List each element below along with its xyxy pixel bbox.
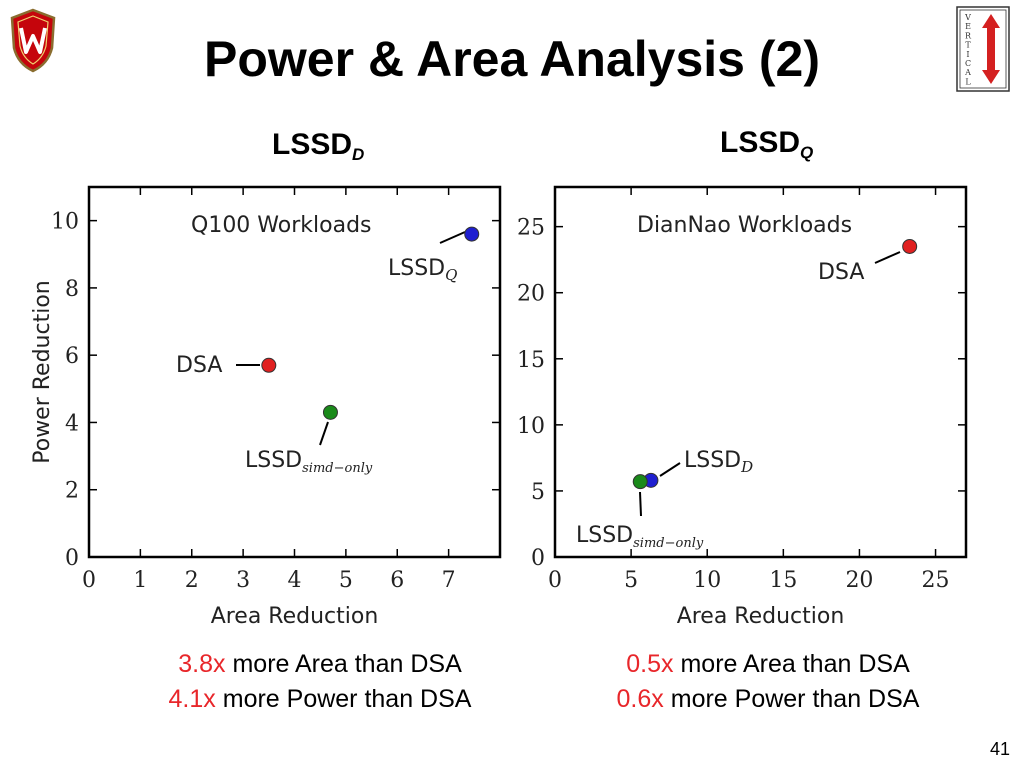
x-axis-label: Area Reduction (211, 604, 379, 629)
data-point (902, 238, 918, 254)
point-label: LSSDsimd−only (576, 523, 704, 551)
vertical-logo-letter: T (965, 41, 971, 50)
right-comparison: 0.5x more Area than DSA 0.6x more Power … (578, 650, 958, 714)
y-tick-label: 25 (517, 216, 545, 241)
x-tick-label: 15 (769, 568, 797, 593)
y-tick-label: 5 (531, 480, 545, 505)
left-comparison-line-1: 3.8x more Area than DSA (178, 650, 462, 678)
data-point (464, 226, 480, 242)
y-tick-label: 15 (517, 348, 545, 373)
x-tick-label: 25 (922, 568, 950, 593)
point-label: LSSDQ (388, 256, 457, 284)
data-point (632, 474, 648, 490)
point-label: LSSDD (684, 448, 753, 476)
y-tick-label: 4 (65, 411, 79, 436)
y-tick-label: 2 (65, 479, 79, 504)
x-axis-label: Area Reduction (677, 604, 845, 629)
x-tick-label: 7 (442, 568, 456, 593)
y-tick-label: 10 (51, 210, 79, 235)
x-tick-label: 6 (390, 568, 404, 593)
x-tick-label: 10 (693, 568, 721, 593)
x-tick-label: 0 (548, 568, 562, 593)
x-tick-label: 4 (288, 568, 302, 593)
x-tick-label: 0 (82, 568, 96, 593)
y-tick-label: 6 (65, 344, 79, 369)
vertical-logo-letter: R (965, 31, 972, 40)
y-tick-label: 8 (65, 277, 79, 302)
vertical-logo-letter: V (964, 13, 971, 22)
point-label: DSA (176, 353, 222, 378)
x-tick-label: 5 (339, 568, 353, 593)
right-comparison-line-1: 0.5x more Area than DSA (626, 650, 910, 678)
x-tick-label: 20 (845, 568, 873, 593)
data-point (322, 404, 338, 420)
right-chart-heading: LSSDQ (720, 126, 814, 162)
annotation-leader (319, 421, 329, 446)
x-tick-label: 2 (185, 568, 199, 593)
plot-frame (87, 185, 502, 559)
annotation-leader (874, 251, 901, 264)
y-tick-label: 0 (65, 546, 79, 571)
y-tick-label: 0 (531, 546, 545, 571)
y-tick-label: 10 (517, 414, 545, 439)
uw-crest-logo (10, 8, 56, 73)
chart-title: Q100 Workloads (191, 213, 372, 238)
vertical-logo-letter: L (965, 77, 971, 86)
chart-title: DianNao Workloads (637, 213, 852, 238)
annotation-leader (659, 462, 681, 477)
y-tick-label: 20 (517, 282, 545, 307)
point-label: LSSDsimd−only (245, 448, 373, 476)
vertical-logo-letter: E (965, 22, 971, 31)
x-tick-label: 3 (236, 568, 250, 593)
left-chart-heading: LSSDD (272, 128, 365, 164)
x-tick-label: 5 (624, 568, 638, 593)
slide-title: Power & Area Analysis (2) (204, 31, 820, 87)
vertical-logo-letter: I (966, 50, 969, 59)
plot-frame (553, 185, 968, 559)
left-comparison: 3.8x more Area than DSA 4.1x more Power … (130, 650, 510, 714)
right-comparison-line-2: 0.6x more Power than DSA (616, 685, 920, 713)
left-comparison-line-2: 4.1x more Power than DSA (168, 685, 472, 713)
vertical-logo-letter: A (964, 68, 971, 77)
vertical-logo-letter: C (965, 59, 971, 68)
y-axis-label: Power Reduction (30, 280, 55, 464)
annotation-leader (439, 231, 466, 244)
data-point (261, 357, 277, 373)
annotation-leader (639, 491, 642, 517)
page-number: 41 (989, 739, 1010, 759)
point-label: DSA (818, 260, 864, 285)
x-tick-label: 1 (133, 568, 147, 593)
